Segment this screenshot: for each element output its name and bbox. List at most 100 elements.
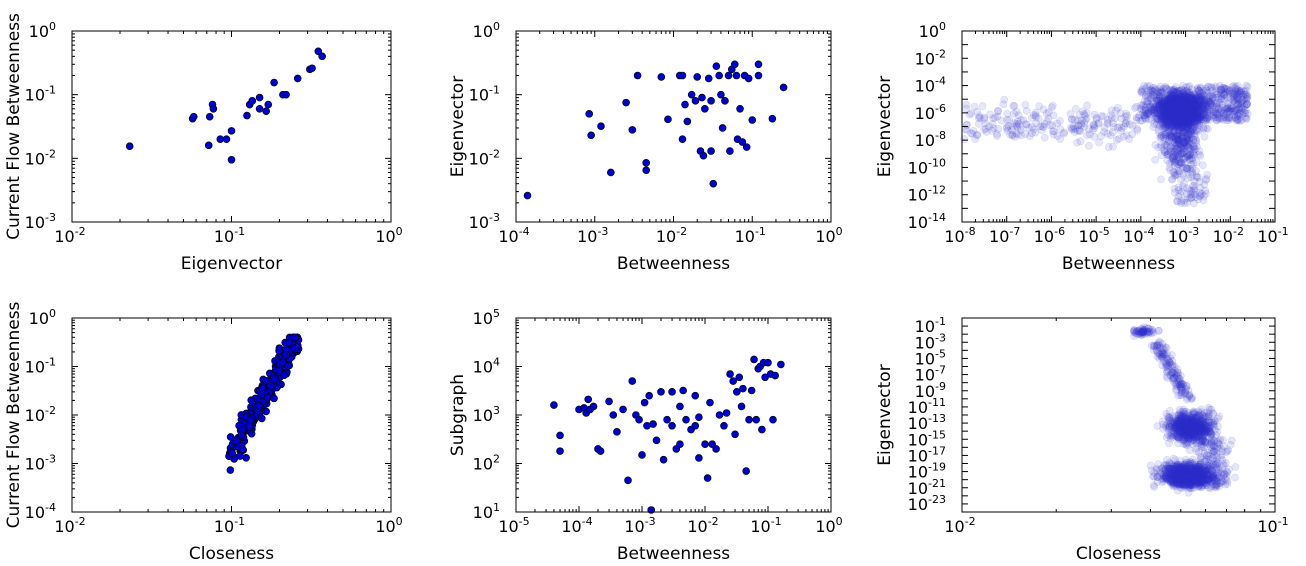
data-point — [587, 131, 595, 140]
x-tick-label: 10-1 — [1257, 225, 1288, 246]
data-point — [722, 409, 731, 417]
data-point — [1184, 112, 1192, 121]
data-point — [745, 415, 753, 424]
data-point — [707, 147, 715, 155]
data-point — [720, 421, 728, 430]
data-point — [712, 62, 721, 70]
data-point — [1162, 128, 1171, 137]
data-point — [687, 90, 696, 99]
data-point — [1167, 100, 1175, 109]
data-point — [1184, 129, 1192, 138]
data-point — [1191, 190, 1199, 199]
data-point — [1178, 115, 1186, 124]
data-point — [1174, 117, 1183, 126]
data-point — [1204, 105, 1213, 114]
data-point — [1180, 102, 1189, 111]
subplot-5: 10-5 10-4 10-3 10-2 10-1 100 101 102 103 104 105 Be… — [448, 307, 843, 564]
data-points — [960, 81, 1252, 208]
data-point — [1175, 110, 1183, 119]
data-point — [768, 114, 777, 123]
data-point — [1179, 105, 1188, 114]
data-point — [1060, 129, 1068, 138]
data-point — [1187, 95, 1196, 104]
data-points — [1130, 323, 1240, 497]
data-point — [1188, 125, 1196, 134]
data-point — [1179, 104, 1187, 113]
subplot-3: 10-8 10-7 10-6 10-5 10-4 10-3 10-2 10-110-1410-… — [875, 20, 1289, 274]
x-tick-label: 10-1 — [735, 225, 766, 246]
x-tick-label: 10-3 — [1168, 225, 1199, 246]
data-point — [676, 402, 684, 411]
data-point — [1218, 83, 1227, 92]
data-point — [1152, 100, 1161, 109]
data-point — [605, 397, 613, 406]
data-point — [1153, 114, 1162, 123]
data-point — [970, 102, 979, 111]
data-point — [1188, 170, 1197, 179]
data-point — [1144, 324, 1153, 333]
data-point — [1166, 115, 1175, 124]
data-point — [1151, 140, 1160, 149]
data-point — [1161, 122, 1169, 131]
data-point — [682, 415, 690, 424]
data-point — [1179, 128, 1188, 137]
data-point — [1169, 97, 1178, 105]
data-point — [1199, 104, 1208, 113]
x-tick-label: 10-3 — [624, 515, 655, 536]
data-point — [1185, 119, 1193, 127]
data-point — [1170, 96, 1179, 105]
data-point — [771, 371, 779, 380]
data-point — [1193, 110, 1202, 119]
data-point — [245, 422, 254, 431]
data-point — [1048, 101, 1057, 110]
y-tick-label: 10-3 — [25, 211, 56, 232]
data-point — [706, 398, 714, 407]
data-point — [1174, 100, 1183, 109]
data-point — [274, 366, 283, 375]
x-tick-label: 10-5 — [498, 515, 529, 536]
data-point — [1227, 115, 1236, 123]
data-point — [1173, 97, 1182, 106]
y-tick-label: 102 — [473, 453, 500, 474]
data-point — [1191, 102, 1200, 110]
data-point — [1167, 102, 1175, 110]
data-point — [1198, 88, 1206, 97]
data-point — [1130, 332, 1139, 340]
data-point — [754, 60, 763, 69]
data-point — [1185, 130, 1194, 138]
data-point — [1213, 114, 1222, 123]
data-point — [1202, 113, 1211, 122]
data-point — [676, 440, 684, 448]
data-point — [701, 104, 709, 113]
data-point — [1179, 98, 1187, 107]
data-point — [731, 430, 739, 439]
data-point — [1177, 103, 1186, 112]
data-point — [1181, 153, 1190, 162]
data-point — [222, 135, 231, 143]
data-point — [596, 447, 605, 455]
data-point — [1157, 86, 1166, 95]
data-point — [1177, 110, 1186, 118]
data-point — [1185, 107, 1194, 115]
y-tick-label: 10-4 — [25, 501, 56, 522]
data-point — [1237, 116, 1246, 124]
data-point — [1082, 114, 1091, 123]
data-point — [695, 413, 703, 422]
data-point — [1167, 93, 1176, 102]
data-point — [1180, 111, 1189, 120]
data-point — [1180, 115, 1189, 124]
data-point — [1189, 150, 1198, 158]
data-point — [726, 147, 734, 155]
data-point — [290, 344, 299, 353]
data-point — [724, 71, 733, 80]
data-point — [247, 429, 256, 438]
data-point — [1187, 92, 1196, 101]
x-tick-label: 10-2 — [656, 225, 687, 246]
data-point — [1180, 105, 1188, 114]
y-tick-label: 10-1 — [25, 84, 56, 105]
data-point — [1171, 119, 1180, 127]
data-point — [1189, 135, 1198, 144]
data-point — [270, 78, 278, 87]
data-point — [1003, 115, 1012, 124]
data-point — [1174, 101, 1183, 110]
